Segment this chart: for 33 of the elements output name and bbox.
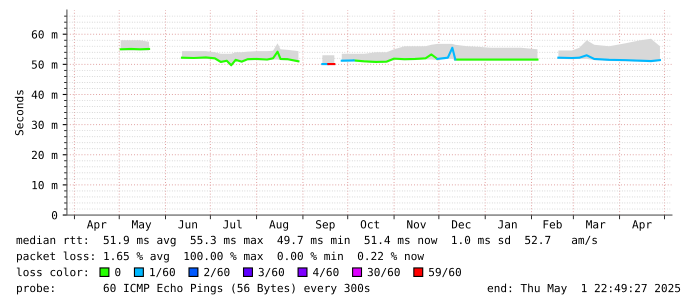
text: median rtt: 51.9 ms avg 55.3 ms max 49.7 ms min 51.4 ms now 1.0 ms sd 52.7 am/s	[16, 236, 597, 246]
x-tick-label: Apr	[86, 220, 106, 231]
text: loss color:	[16, 268, 87, 276]
x-tick-label: Aug	[269, 220, 288, 231]
y-tick-label: 50 m	[32, 60, 58, 69]
y-axis-title: Seconds	[14, 90, 24, 136]
x-tick-label: Feb	[544, 220, 562, 229]
x-tick-label: Sep	[316, 220, 335, 231]
text: packet loss: 1.65 % avg 100.00 % max 0.00 % min 0.22 % now	[17, 252, 424, 262]
y-tick-label: 40 m	[32, 90, 58, 99]
x-tick-label: Nov	[407, 220, 426, 229]
legend-label: 3/60	[258, 268, 284, 278]
legend-label: 1/60	[150, 268, 175, 278]
x-tick-label: Mar	[586, 220, 606, 229]
y-tick-label: 30 m	[32, 120, 58, 130]
x-tick-label: May	[132, 220, 152, 231]
x-tick-label: Jun	[178, 220, 197, 229]
legend-label: 2/60	[204, 268, 230, 278]
x-tick-label: Dec	[452, 220, 470, 229]
x-tick-label: Jul	[223, 220, 242, 229]
y-tick-label: 60 m	[32, 30, 58, 39]
y-tick-label: 20 m	[32, 150, 58, 160]
legend-label: 30/60	[368, 268, 400, 278]
y-tick-label: 10 m	[32, 180, 58, 190]
text: end: Thu May 1 22:49:27 2025	[488, 284, 680, 294]
legend-label: 0	[115, 268, 120, 276]
x-tick-label: Jan	[498, 220, 517, 229]
y-tick-label: 0	[52, 211, 58, 220]
legend-label: 4/60	[313, 268, 339, 278]
text: probe: 60 ICMP Echo Pings (56 Bytes) every 300s	[17, 284, 370, 294]
x-tick-label: Apr	[632, 220, 652, 231]
x-tick-label: Oct	[360, 220, 380, 229]
legend-label: 59/60	[429, 268, 461, 278]
